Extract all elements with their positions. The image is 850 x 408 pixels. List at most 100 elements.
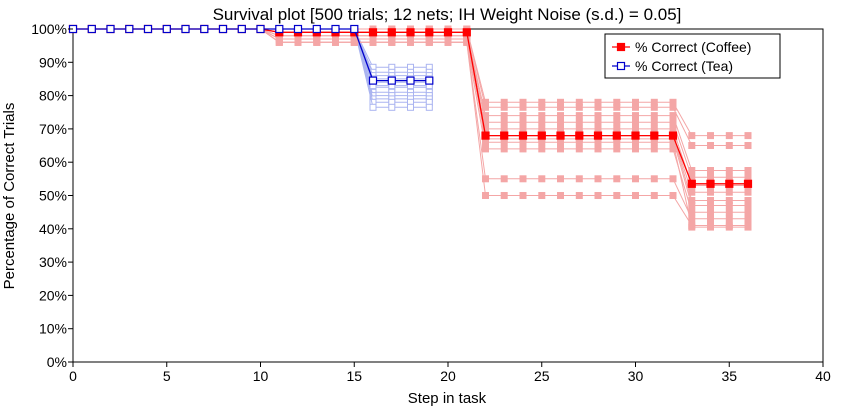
coffee-net-0-point (707, 132, 714, 140)
y-tick-label: 100% (31, 21, 67, 37)
coffee-net-0-point (688, 132, 696, 140)
y-tick-label: 90% (39, 54, 67, 70)
coffee-series-point (387, 28, 396, 37)
coffee-net-3-point (613, 118, 621, 126)
coffee-series-point (500, 131, 509, 140)
coffee-net-4-point (613, 125, 621, 133)
coffee-net-10-point (425, 38, 433, 46)
tea-series-point (425, 76, 434, 85)
coffee-net-7-point (725, 202, 733, 209)
coffee-net-10-point (463, 38, 471, 46)
coffee-net-2-point (744, 167, 752, 174)
coffee-net-4-point (669, 125, 677, 133)
coffee-net-11-point (519, 138, 527, 146)
coffee-net-9-point (500, 175, 508, 183)
tea-series-point (293, 24, 303, 34)
coffee-net-10-point (613, 192, 621, 199)
coffee-net-8-point (744, 208, 752, 216)
legend-label-tea: % Correct (Tea) (635, 58, 733, 74)
coffee-net-2-point (575, 112, 583, 120)
coffee-net-3-point (519, 118, 527, 126)
coffee-net-8-point (575, 145, 583, 153)
coffee-net-9-point (688, 215, 696, 223)
tea-series-point (181, 24, 190, 34)
coffee-net-3-point (669, 118, 677, 126)
y-axis-label: Percentage of Correct Trials (1, 103, 18, 290)
coffee-net-4-point (575, 125, 583, 133)
tea-series-point (200, 24, 209, 34)
y-tick-label: 0% (47, 354, 67, 370)
coffee-net-5-point (725, 188, 733, 196)
x-tick-label: 0 (69, 368, 77, 384)
coffee-net-8-point (669, 145, 677, 153)
coffee-net-3-point (725, 173, 733, 181)
coffee-net-10-point (650, 192, 658, 199)
tea-series-point (162, 24, 171, 34)
coffee-net-9-point (650, 175, 658, 183)
coffee-net-1-point (669, 103, 677, 111)
coffee-series-point (537, 131, 546, 140)
coffee-series-point (631, 131, 640, 140)
coffee-net-3-point (632, 118, 639, 126)
y-tick-label: 80% (39, 88, 67, 104)
coffee-net-8-point (613, 145, 621, 153)
coffee-net-0-point (725, 132, 733, 140)
tea-series-point (106, 24, 115, 34)
coffee-net-2-point (725, 167, 733, 174)
coffee-net-11-point (557, 138, 564, 146)
legend-box (604, 33, 781, 79)
tea-net-10-point (369, 103, 377, 111)
coffee-net-8-point (538, 145, 546, 153)
coffee-series-point (518, 131, 528, 140)
coffee-net-10-point (369, 38, 377, 46)
legend: % Correct (Coffee) % Correct (Tea) (604, 33, 781, 79)
y-tick-label: 60% (39, 154, 67, 170)
tea-series-point (256, 24, 265, 34)
coffee-net-11-point (744, 223, 752, 231)
coffee-series-point (687, 179, 696, 188)
coffee-net-4-point (650, 125, 658, 133)
coffee-net-10-point (482, 192, 489, 199)
coffee-net-1-point (707, 142, 714, 149)
coffee-net-2-point (650, 112, 658, 120)
tea-net-10-point (425, 103, 433, 111)
tea-series-point (387, 76, 396, 85)
coffee-net-10-point (500, 192, 508, 199)
coffee-net-3-point (744, 173, 752, 181)
coffee-series-point (462, 28, 471, 37)
legend-marker-tea (616, 61, 626, 71)
coffee-net-2-point (500, 112, 508, 120)
coffee-net-1-point (519, 103, 527, 111)
coffee-net-10-point (575, 192, 583, 199)
coffee-net-8-point (482, 145, 489, 153)
coffee-net-7-point (744, 202, 752, 209)
coffee-net-11-point (725, 223, 733, 231)
coffee-net-3-point (538, 118, 546, 126)
coffee-net-5-point (744, 188, 752, 196)
tea-series-point (143, 24, 153, 34)
y-tick-label: 70% (39, 121, 67, 137)
coffee-net-8-point (594, 145, 602, 153)
coffee-net-7-point (707, 202, 714, 209)
coffee-net-1-point (688, 142, 696, 149)
coffee-net-10-point (350, 38, 358, 46)
coffee-net-9-point (575, 175, 583, 183)
coffee-net-1-point (594, 103, 602, 111)
coffee-series-point (406, 28, 415, 37)
coffee-net-9-point (707, 215, 714, 223)
legend-label-coffee: % Correct (Coffee) (635, 39, 751, 55)
coffee-net-11-point (500, 138, 508, 146)
coffee-net-1-point (613, 103, 621, 111)
coffee-series-point (593, 131, 603, 140)
y-tick-label: 10% (39, 321, 67, 337)
coffee-net-2-point (557, 112, 564, 120)
coffee-net-9-point (482, 175, 489, 183)
coffee-net-11-point (482, 138, 489, 146)
legend-marker-coffee (616, 42, 626, 52)
coffee-net-8-point (632, 145, 639, 153)
coffee-net-10-point (407, 38, 414, 46)
x-tick-label: 15 (346, 368, 362, 384)
coffee-series-point (368, 28, 378, 37)
coffee-net-10-point (669, 192, 677, 199)
